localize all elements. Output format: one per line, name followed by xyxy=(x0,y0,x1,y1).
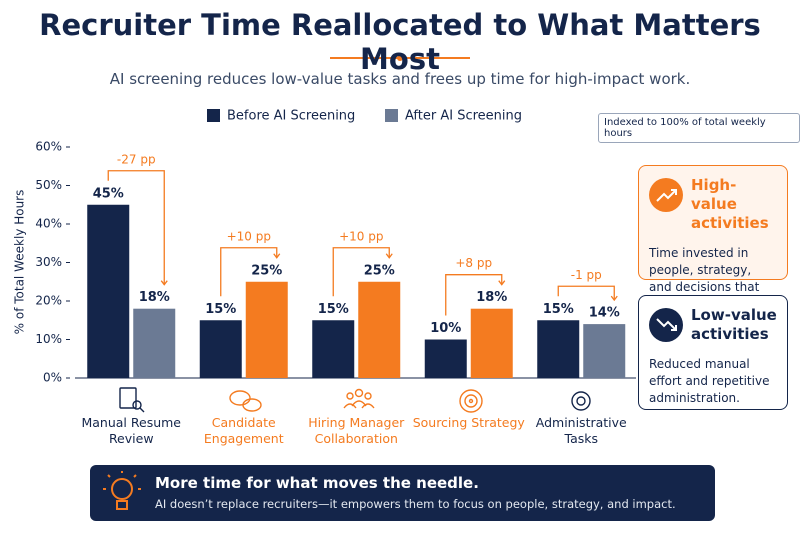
card-icon xyxy=(649,308,683,342)
subtitle: AI screening reduces low-value tasks and… xyxy=(109,70,691,88)
category-icons xyxy=(119,387,591,413)
change-label: -1 pp xyxy=(571,268,602,282)
change-arrow xyxy=(610,295,618,302)
value-label: 25% xyxy=(251,263,282,278)
y-tick-label: 0% xyxy=(43,371,62,385)
card-icon xyxy=(649,178,683,212)
note: Indexed to 100% of total weekly hours xyxy=(598,113,800,143)
bar xyxy=(424,339,467,378)
value-label: 25% xyxy=(364,263,395,278)
change-bracket xyxy=(557,285,615,301)
y-tick-label: 60% xyxy=(35,140,62,154)
card-title: High-value activities xyxy=(691,176,769,232)
change-bracket xyxy=(445,274,503,316)
value-label: 45% xyxy=(93,186,124,201)
bar xyxy=(583,324,626,378)
bar xyxy=(470,308,513,378)
title-rule-dot xyxy=(397,55,403,61)
banner-text: AI doesn’t replace recruiters—it empower… xyxy=(155,497,676,511)
bar xyxy=(358,281,401,378)
bar xyxy=(133,308,176,378)
bar xyxy=(312,320,355,378)
x-tick-label: Administrative Tasks xyxy=(535,415,627,446)
y-tick-label: 40% xyxy=(35,217,62,231)
x-tick-label: Manual Resume Review xyxy=(81,415,181,446)
change-bracket xyxy=(220,247,278,297)
legend-swatch xyxy=(207,109,220,122)
legend-label: After AI Screening xyxy=(405,109,522,124)
bar xyxy=(87,204,130,378)
value-label: 18% xyxy=(476,290,507,305)
bar xyxy=(199,320,242,378)
change-arrow xyxy=(498,280,506,286)
bar xyxy=(245,281,288,378)
change-label: +10 pp xyxy=(339,229,383,243)
banner-icon xyxy=(103,471,141,510)
value-label: 15% xyxy=(543,302,574,317)
change-bracket xyxy=(332,247,390,297)
change-arrow xyxy=(385,253,393,259)
card-title: Low-value activities xyxy=(691,306,777,343)
x-tick-label: Hiring Manager Collaboration xyxy=(308,415,405,446)
card-high: High-value activities Time invested in p… xyxy=(638,165,788,311)
legend-swatch xyxy=(385,109,398,122)
x-tick-label: Sourcing Strategy xyxy=(412,415,525,430)
change-label: -27 pp xyxy=(117,152,156,166)
value-label: 18% xyxy=(139,290,170,305)
change-arrow xyxy=(160,280,168,286)
change-arrow xyxy=(273,253,281,259)
value-label: 14% xyxy=(589,306,620,321)
value-label: 10% xyxy=(430,321,461,336)
y-tick-label: 10% xyxy=(35,332,62,346)
y-axis-label: % of Total Weekly Hours xyxy=(13,190,27,335)
title: Recruiter Time Reallocated to What Matte… xyxy=(39,8,761,76)
banner xyxy=(90,465,715,521)
change-bracket xyxy=(107,170,165,285)
card-text: Reduced manual effort and repetitive adm… xyxy=(649,357,770,405)
change-label: +10 pp xyxy=(227,229,271,243)
value-label: 15% xyxy=(318,302,349,317)
y-tick-label: 20% xyxy=(35,294,62,308)
x-tick-label: Candidate Engagement xyxy=(203,415,284,446)
value-label: 15% xyxy=(205,302,236,317)
change-label: +8 pp xyxy=(455,256,492,270)
bar xyxy=(537,320,580,378)
legend-label: Before AI Screening xyxy=(227,109,355,124)
y-tick-label: 30% xyxy=(35,255,62,269)
card-low: Low-value activities Reduced manual effo… xyxy=(638,295,788,410)
y-tick-label: 50% xyxy=(35,178,62,192)
banner-title: More time for what moves the needle. xyxy=(155,474,479,492)
